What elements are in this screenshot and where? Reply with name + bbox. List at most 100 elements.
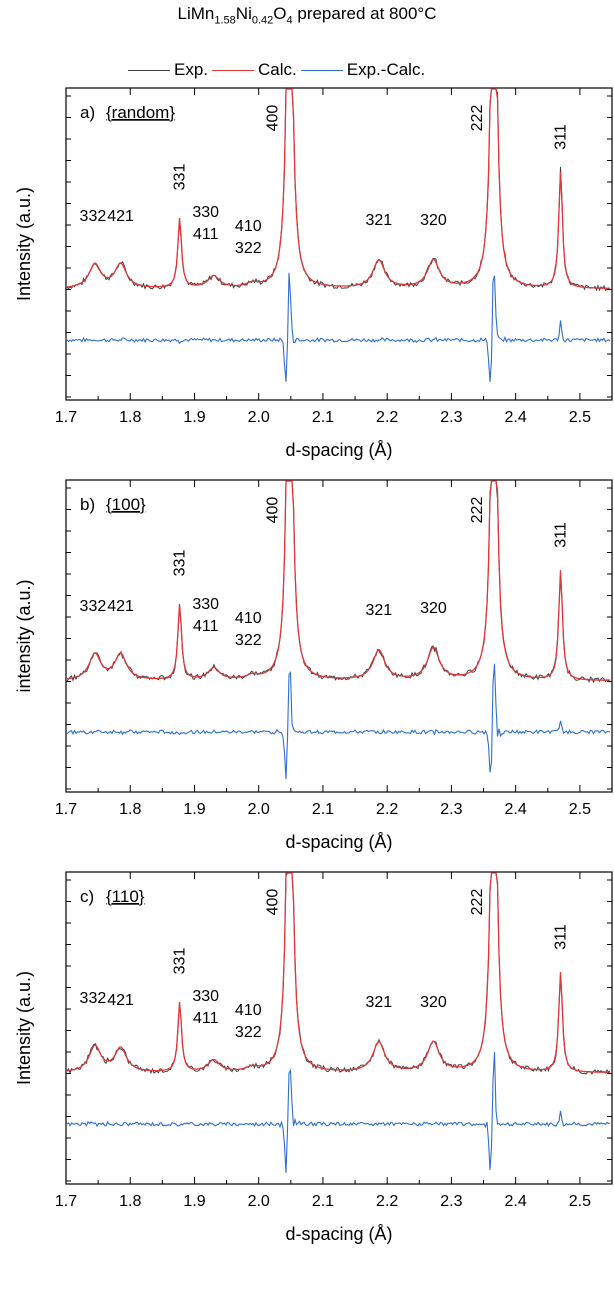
peak-label: 400 bbox=[265, 497, 282, 524]
peak-label: 321 bbox=[365, 994, 392, 1011]
x-tick-label: 2.5 bbox=[569, 801, 591, 818]
peak-label: 330 bbox=[192, 596, 219, 613]
legend: Exp. Calc. Exp.-Calc. bbox=[128, 58, 429, 82]
legend-item-exp: Exp. bbox=[128, 60, 208, 80]
peak-label: 421 bbox=[107, 598, 134, 615]
legend-item-diff: Exp.-Calc. bbox=[300, 60, 425, 80]
plot-frame bbox=[65, 871, 613, 1185]
peak-label: 321 bbox=[365, 602, 392, 619]
x-tick-label: 2.1 bbox=[312, 801, 334, 818]
peak-label: 320 bbox=[420, 600, 447, 617]
x-tick-label: 2.0 bbox=[248, 1193, 270, 1210]
peak-label: 410 bbox=[235, 1002, 262, 1019]
peak-label: 311 bbox=[553, 924, 570, 950]
plot-frame bbox=[65, 479, 613, 793]
y-axis-label: Intensity (a.u.) bbox=[14, 187, 34, 301]
x-tick-label: 1.7 bbox=[55, 409, 77, 426]
x-tick-label: 2.5 bbox=[569, 409, 591, 426]
title-part: Ni bbox=[235, 4, 252, 23]
x-tick-label: 1.9 bbox=[183, 1193, 205, 1210]
title-part: LiMn bbox=[177, 4, 215, 23]
x-axis-label: d-spacing (Å) bbox=[285, 440, 392, 460]
peak-label: 311 bbox=[553, 124, 570, 150]
x-tick-label: 2.4 bbox=[505, 409, 527, 426]
peak-label: 322 bbox=[235, 240, 262, 257]
series-calc-line bbox=[66, 480, 610, 681]
x-tick-label: 2.1 bbox=[312, 409, 334, 426]
panel-tag: {100} bbox=[106, 495, 146, 514]
series-calc-line bbox=[66, 88, 610, 289]
x-tick-label: 2.5 bbox=[569, 1193, 591, 1210]
title-subscript: 0.42 bbox=[251, 14, 274, 27]
x-tick-label: 1.8 bbox=[119, 1193, 141, 1210]
x-tick-label: 2.1 bbox=[312, 1193, 334, 1210]
series-exp-line bbox=[66, 480, 611, 684]
peak-label: 331 bbox=[172, 550, 189, 577]
x-tick-label: 1.8 bbox=[119, 801, 141, 818]
series-diff-line bbox=[66, 1051, 611, 1173]
x-tick-label: 2.0 bbox=[248, 801, 270, 818]
title-part: prepared at 800°C bbox=[292, 4, 437, 23]
panel-label: a) bbox=[80, 103, 95, 122]
peak-label: 332 bbox=[80, 598, 107, 615]
peak-label: 400 bbox=[265, 889, 282, 916]
y-axis-label: Intensity (a.u.) bbox=[14, 971, 34, 1085]
peak-label: 330 bbox=[192, 204, 219, 221]
panel-label: c) bbox=[80, 887, 94, 906]
panel-tag: {random} bbox=[106, 103, 175, 122]
peak-label: 222 bbox=[469, 497, 486, 524]
peak-label: 331 bbox=[172, 164, 189, 191]
peak-label: 320 bbox=[420, 994, 447, 1011]
panel-label: b) bbox=[80, 495, 95, 514]
y-axis-label: intensity (a.u.) bbox=[14, 579, 34, 692]
title-subscript: 1.58 bbox=[214, 14, 236, 27]
peak-label: 320 bbox=[420, 212, 447, 229]
peak-label: 411 bbox=[193, 618, 219, 635]
x-tick-label: 2.2 bbox=[376, 1193, 398, 1210]
peak-label: 332 bbox=[80, 990, 107, 1007]
peak-label: 321 bbox=[365, 212, 392, 229]
x-tick-label: 2.4 bbox=[505, 1193, 527, 1210]
plot-frame bbox=[65, 87, 613, 401]
peak-label: 421 bbox=[107, 992, 134, 1009]
peak-label: 411 bbox=[193, 1010, 219, 1027]
x-tick-label: 2.2 bbox=[376, 801, 398, 818]
legend-label-exp: Exp. bbox=[174, 60, 209, 79]
series-exp-line bbox=[66, 872, 611, 1075]
figure-title: LiMn1.58Ni0.42O4 prepared at 800°C bbox=[0, 4, 614, 26]
legend-swatch-exp bbox=[128, 69, 170, 71]
legend-item-calc: Calc. bbox=[212, 60, 297, 80]
title-subscript: 4 bbox=[286, 14, 293, 27]
x-axis-label: d-spacing (Å) bbox=[285, 832, 392, 852]
peak-label: 400 bbox=[265, 105, 282, 132]
x-tick-label: 1.8 bbox=[119, 409, 141, 426]
x-axis-label: d-spacing (Å) bbox=[285, 1224, 392, 1244]
legend-swatch-calc bbox=[212, 69, 255, 71]
peak-label: 410 bbox=[235, 610, 262, 627]
series-diff-line bbox=[66, 272, 611, 382]
x-tick-label: 2.2 bbox=[376, 409, 398, 426]
peak-label: 332 bbox=[80, 208, 107, 225]
panel-tag: {110} bbox=[106, 887, 145, 906]
peak-label: 222 bbox=[469, 889, 486, 916]
legend-label-calc: Calc. bbox=[258, 60, 297, 79]
series-calc-line bbox=[66, 872, 611, 1074]
peak-label: 330 bbox=[192, 988, 219, 1005]
x-tick-label: 1.7 bbox=[55, 1193, 77, 1210]
legend-swatch-diff bbox=[300, 69, 343, 71]
title-part: O bbox=[273, 4, 287, 23]
x-tick-label: 2.0 bbox=[248, 409, 270, 426]
peak-label: 322 bbox=[235, 1024, 262, 1041]
x-tick-label: 1.9 bbox=[183, 801, 205, 818]
x-tick-label: 2.3 bbox=[440, 801, 462, 818]
x-tick-label: 1.7 bbox=[55, 801, 77, 818]
peak-label: 421 bbox=[107, 208, 134, 225]
peak-label: 311 bbox=[553, 522, 570, 548]
peak-label: 331 bbox=[172, 948, 189, 975]
peak-label: 222 bbox=[469, 105, 486, 132]
x-tick-label: 1.9 bbox=[183, 409, 205, 426]
x-tick-label: 2.3 bbox=[440, 409, 462, 426]
series-diff-line bbox=[66, 663, 611, 780]
peak-label: 322 bbox=[235, 632, 262, 649]
